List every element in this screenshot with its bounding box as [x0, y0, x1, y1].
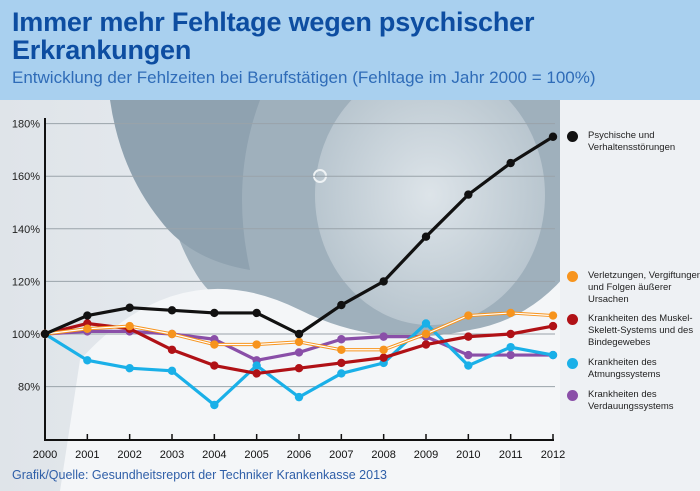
- data-point: [337, 358, 346, 368]
- data-point: [337, 300, 346, 310]
- data-point: [294, 363, 304, 373]
- data-point: [548, 132, 558, 141]
- data-point: [252, 340, 261, 349]
- legend-dot-icon: [567, 358, 578, 369]
- data-point: [83, 356, 92, 365]
- x-tick-label: 2001: [75, 449, 99, 461]
- data-point: [252, 369, 261, 378]
- data-point: [464, 361, 473, 370]
- legend-item-verletzungen: Verletzungen, Vergiftungen und Folgen äu…: [567, 270, 700, 306]
- y-tick-label: 140%: [12, 224, 40, 236]
- y-axis-ticks: 80% 100% 120% 140% 160% 180%: [12, 119, 40, 394]
- series-1: [40, 308, 558, 354]
- data-point: [421, 329, 431, 339]
- data-point: [167, 329, 177, 339]
- series-lines: [40, 132, 558, 410]
- data-point: [210, 400, 219, 410]
- legend-label: Krankheiten des Verdauungssystems: [588, 389, 674, 412]
- x-tick-label: 2011: [499, 449, 523, 461]
- data-point: [167, 306, 177, 315]
- series-3: [40, 319, 558, 410]
- data-point: [506, 350, 515, 360]
- data-point: [83, 324, 92, 333]
- x-tick-label: 2004: [202, 449, 226, 461]
- chart-title: Immer mehr Fehltage wegen psychischer Er…: [12, 7, 535, 65]
- y-tick-label: 80%: [18, 382, 40, 394]
- background-photo: [0, 100, 700, 491]
- header-band: Immer mehr Fehltage wegen psychischer Er…: [0, 0, 700, 100]
- legend-label: Psychische und Verhaltensstörungen: [588, 130, 676, 153]
- data-point: [379, 345, 388, 354]
- x-tick-label: 2010: [456, 449, 480, 461]
- data-point: [506, 342, 515, 352]
- data-point: [506, 329, 515, 339]
- legend-dot-icon: [567, 314, 578, 325]
- data-point: [379, 277, 388, 286]
- y-tick-label: 120%: [12, 276, 40, 288]
- source-note: Grafik/Quelle: Gesundheitsreport der Tec…: [12, 468, 387, 482]
- x-tick-label: 2003: [160, 449, 184, 461]
- data-point: [125, 303, 134, 312]
- data-point: [210, 361, 219, 370]
- legend-item-verdauung: Krankheiten des Verdauungssystems: [567, 389, 700, 413]
- data-point: [421, 319, 431, 328]
- data-point: [548, 321, 558, 331]
- data-point: [210, 340, 219, 349]
- chart-subtitle: Entwicklung der Fehlzeiten bei Berufstät…: [12, 68, 596, 87]
- data-point: [167, 345, 177, 354]
- data-point: [294, 392, 304, 402]
- data-point: [464, 190, 473, 199]
- legend-item-psychische: Psychische und Verhaltensstörungen: [567, 130, 700, 154]
- legend-label: Verletzungen, Vergiftungen und Folgen äu…: [588, 270, 700, 305]
- data-point: [464, 350, 473, 360]
- data-point: [548, 350, 558, 360]
- x-tick-label: 2002: [117, 449, 141, 461]
- series-0: [40, 132, 558, 339]
- legend-dot-icon: [567, 131, 578, 142]
- data-point: [337, 335, 346, 344]
- legend-label: Krankheiten des Muskel-Skelett-Systems u…: [588, 313, 694, 348]
- x-tick-label: 2006: [287, 449, 311, 461]
- data-point: [421, 340, 431, 349]
- data-point: [379, 332, 388, 341]
- data-point: [506, 158, 515, 168]
- data-point: [464, 332, 473, 341]
- legend-item-muskel-skelett: Krankheiten des Muskel-Skelett-Systems u…: [567, 313, 700, 349]
- x-tick-label: 2008: [371, 449, 395, 461]
- legend-label: Krankheiten des Atmungssystems: [588, 357, 661, 380]
- legend-dot-icon: [567, 271, 578, 282]
- data-point: [210, 308, 219, 318]
- data-point: [125, 363, 134, 373]
- data-point: [337, 369, 346, 378]
- x-tick-label: 2009: [414, 449, 438, 461]
- data-point: [337, 345, 346, 354]
- x-tick-label: 2000: [33, 449, 57, 461]
- data-point: [167, 366, 177, 376]
- data-point: [125, 321, 134, 331]
- data-point: [464, 311, 473, 320]
- data-point: [83, 311, 92, 320]
- data-point: [421, 232, 431, 241]
- data-point: [379, 353, 388, 362]
- y-tick-label: 160%: [12, 171, 40, 183]
- x-tick-label: 2012: [541, 449, 565, 461]
- data-point: [252, 361, 261, 370]
- y-tick-label: 180%: [12, 119, 40, 131]
- data-point: [252, 308, 261, 318]
- x-tick-label: 2007: [329, 449, 353, 461]
- data-point: [294, 348, 304, 357]
- x-tick-label: 2005: [244, 449, 268, 461]
- data-point: [294, 329, 304, 339]
- legend-item-atmung: Krankheiten des Atmungssystems: [567, 357, 700, 381]
- x-axis-ticks: 2000 2001 2002 2003 2004 2005 2006 2007 2008 2009…: [33, 434, 565, 461]
- series-line: [44, 135, 554, 336]
- legend-dot-icon: [567, 390, 578, 401]
- y-tick-label: 100%: [12, 329, 40, 341]
- data-point: [40, 329, 50, 339]
- data-point: [294, 337, 304, 347]
- gridlines: [45, 123, 555, 388]
- data-point: [506, 308, 515, 318]
- data-point: [548, 311, 558, 320]
